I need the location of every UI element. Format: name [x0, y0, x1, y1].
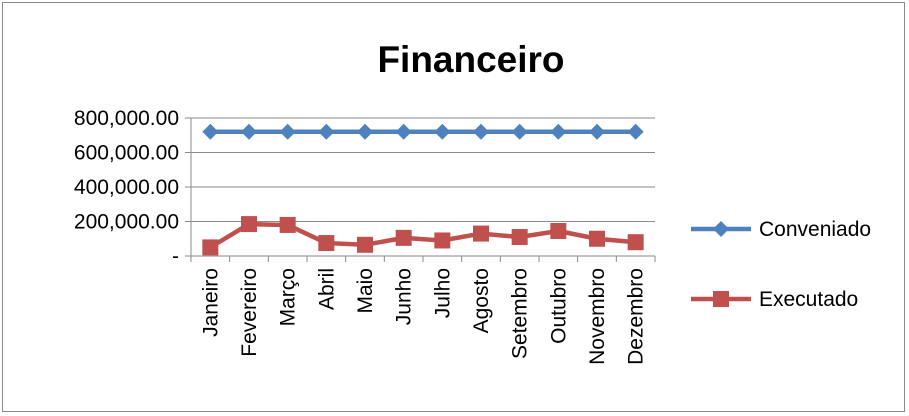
chart-frame: Financeiro - 200,000.00 400,000.00 600,000.…: [2, 2, 905, 412]
legend-entry-conveniado: Conveniado: [691, 218, 871, 241]
x-category-label: Outubro: [547, 268, 570, 344]
x-category-label: Março: [277, 268, 300, 326]
y-tick-label: 400,000.00: [74, 176, 179, 199]
data-point: [550, 123, 567, 140]
data-point: [511, 123, 528, 140]
legend-marker: [713, 221, 729, 237]
legend-marker: [713, 291, 729, 307]
data-point: [395, 229, 412, 246]
data-point: [550, 222, 567, 239]
data-point: [434, 232, 451, 249]
x-category-label: Junho: [393, 268, 416, 325]
series-conveniado: [202, 123, 644, 140]
x-category-label: Novembro: [586, 268, 609, 365]
gridlines: [191, 117, 655, 222]
data-point: [395, 123, 412, 140]
data-point: [202, 239, 219, 256]
data-point: [627, 123, 644, 140]
data-point: [279, 123, 296, 140]
x-category-label: Julho: [431, 268, 454, 318]
data-point: [434, 123, 451, 140]
series: [202, 123, 644, 256]
data-point: [511, 229, 528, 246]
x-axis-category-labels: Janeiro Fevereiro Março Abril Maio Junho Julho…: [199, 268, 647, 365]
y-tick-label: 600,000.00: [74, 142, 179, 165]
x-category-label: Maio: [354, 268, 377, 314]
legend: Conveniado Executado: [691, 218, 871, 311]
legend-label: Executado: [759, 288, 858, 311]
data-point: [318, 123, 335, 140]
data-point: [357, 236, 373, 253]
legend-entry-executado: Executado: [691, 288, 858, 311]
data-point: [241, 123, 257, 140]
data-point: [589, 123, 605, 140]
x-category-label: Dezembro: [625, 268, 648, 365]
y-tick-label: -: [172, 245, 179, 268]
x-category-label: Abril: [315, 268, 338, 310]
data-point: [279, 216, 296, 233]
data-point: [357, 123, 373, 140]
chart-title: Financeiro: [377, 39, 564, 80]
legend-label: Conveniado: [759, 218, 871, 241]
y-tick-label: 800,000.00: [74, 107, 179, 130]
x-category-label: Fevereiro: [238, 268, 261, 357]
y-axis-tick-labels: - 200,000.00 400,000.00 600,000.00 800,000.0…: [74, 107, 179, 268]
axes: [185, 117, 656, 262]
data-point: [473, 225, 489, 242]
y-tick-label: 200,000.00: [74, 211, 179, 234]
series-line: [209, 221, 636, 250]
series-executado: [202, 216, 644, 256]
data-point: [627, 234, 644, 251]
line-chart: Financeiro - 200,000.00 400,000.00 600,000.…: [74, 39, 871, 365]
data-point: [473, 123, 489, 140]
data-point: [241, 216, 257, 233]
data-point: [202, 123, 219, 140]
data-point: [589, 230, 605, 247]
data-point: [318, 235, 335, 252]
x-category-label: Janeiro: [199, 268, 222, 337]
x-category-label: Agosto: [470, 268, 493, 333]
x-category-label: Setembro: [509, 268, 532, 359]
